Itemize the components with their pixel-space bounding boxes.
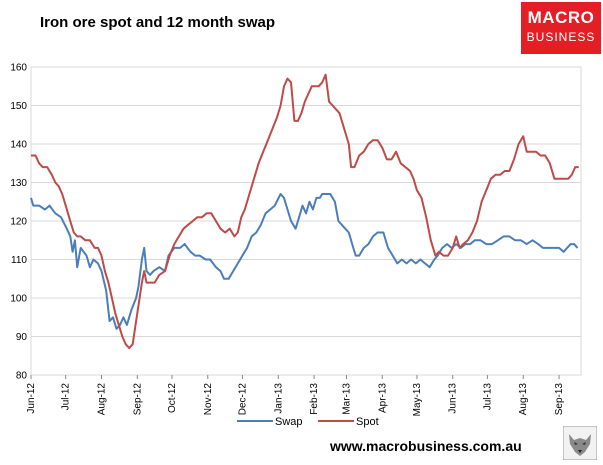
x-tick-label: Dec-12 [237, 383, 248, 416]
gridlines [31, 66, 581, 376]
y-tick-label: 90 [16, 332, 28, 343]
logo-line1: MACRO [527, 8, 595, 27]
x-tick-label: Jul-12 [61, 383, 72, 411]
y-axis: 80 90 100 110 120 130 140 150 160 [10, 63, 27, 382]
x-axis: Jun-12 Jul-12 Aug-12 Sep-12 Oct-12 Nov-12 Dec-… [26, 375, 565, 416]
macrobusiness-logo: MACRO BUSINESS [521, 2, 601, 54]
x-tick-label: Jun-12 [26, 383, 37, 414]
x-tick-label: Aug-12 [96, 383, 107, 416]
x-tick-label: Jan-13 [273, 383, 284, 414]
chart-title: Iron ore spot and 12 month swap [40, 14, 276, 31]
website-url: www.macrobusiness.com.au [330, 438, 522, 454]
x-tick-label: Feb-13 [309, 383, 320, 415]
legend-label-swap: Swap [275, 416, 303, 428]
x-tick-label: May-13 [412, 383, 423, 417]
series-line-swap [30, 193, 579, 330]
x-tick-label: Sep-13 [554, 383, 565, 416]
x-tick-label: Jun-13 [448, 383, 459, 414]
series-line-spot [31, 73, 579, 350]
y-tick-label: 140 [10, 140, 27, 151]
y-tick-label: 110 [11, 255, 27, 266]
x-tick-label: Sep-12 [132, 383, 143, 416]
legend: Swap Spot [237, 416, 379, 428]
x-tick-label: Aug-13 [518, 383, 529, 416]
x-tick-label: Oct-12 [167, 383, 178, 413]
x-tick-label: Nov-12 [203, 383, 214, 416]
y-tick-label: 130 [10, 178, 27, 189]
plot-area-border [30, 66, 582, 376]
x-tick-label: Apr-13 [377, 383, 388, 413]
logo-line2: BUSINESS [526, 30, 596, 44]
line-chart: 80 90 100 110 120 130 140 150 160 Jun-12 Jul-12 Au… [10, 63, 582, 428]
wolf-logo-icon [562, 425, 598, 461]
y-tick-label: 120 [10, 217, 27, 228]
x-tick-label: Jul-13 [482, 383, 493, 411]
series-lines [30, 73, 579, 350]
legend-label-spot: Spot [356, 416, 379, 428]
y-tick-label: 100 [10, 294, 27, 305]
x-tick-label: Mar-13 [341, 383, 352, 415]
y-tick-label: 80 [16, 371, 28, 382]
y-tick-label: 150 [10, 101, 27, 112]
y-tick-label: 160 [10, 63, 27, 74]
